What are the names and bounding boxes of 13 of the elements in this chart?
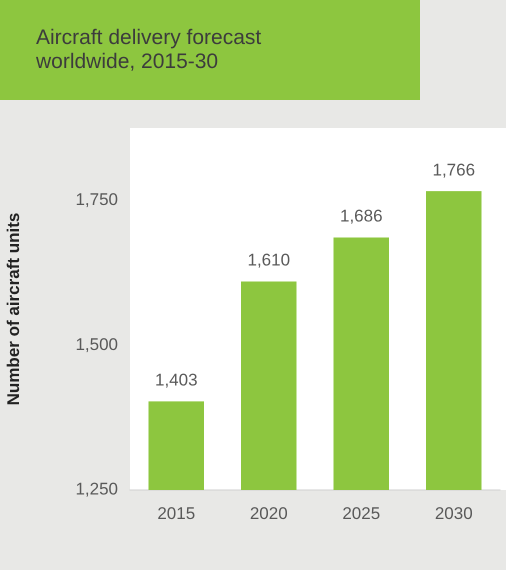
data-label: 1,686 <box>340 206 383 226</box>
chart-title: Aircraft delivery forecast worldwide, 2015-30 <box>36 26 262 74</box>
x-tick-label: 2020 <box>250 504 288 523</box>
x-tick-label: 2025 <box>342 504 380 523</box>
x-tick-label: 2015 <box>157 504 196 523</box>
y-tick-label: 1,500 <box>75 334 118 354</box>
data-label: 1,766 <box>432 160 476 180</box>
data-label: 1,403 <box>154 370 198 390</box>
x-tick-label: 2030 <box>434 504 473 523</box>
data-label: 1,610 <box>247 250 290 270</box>
y-axis-title: Number of aircraft units <box>4 212 23 406</box>
y-tick-label: 1,250 <box>75 480 118 499</box>
y-tick-label: 1,750 <box>75 190 118 210</box>
